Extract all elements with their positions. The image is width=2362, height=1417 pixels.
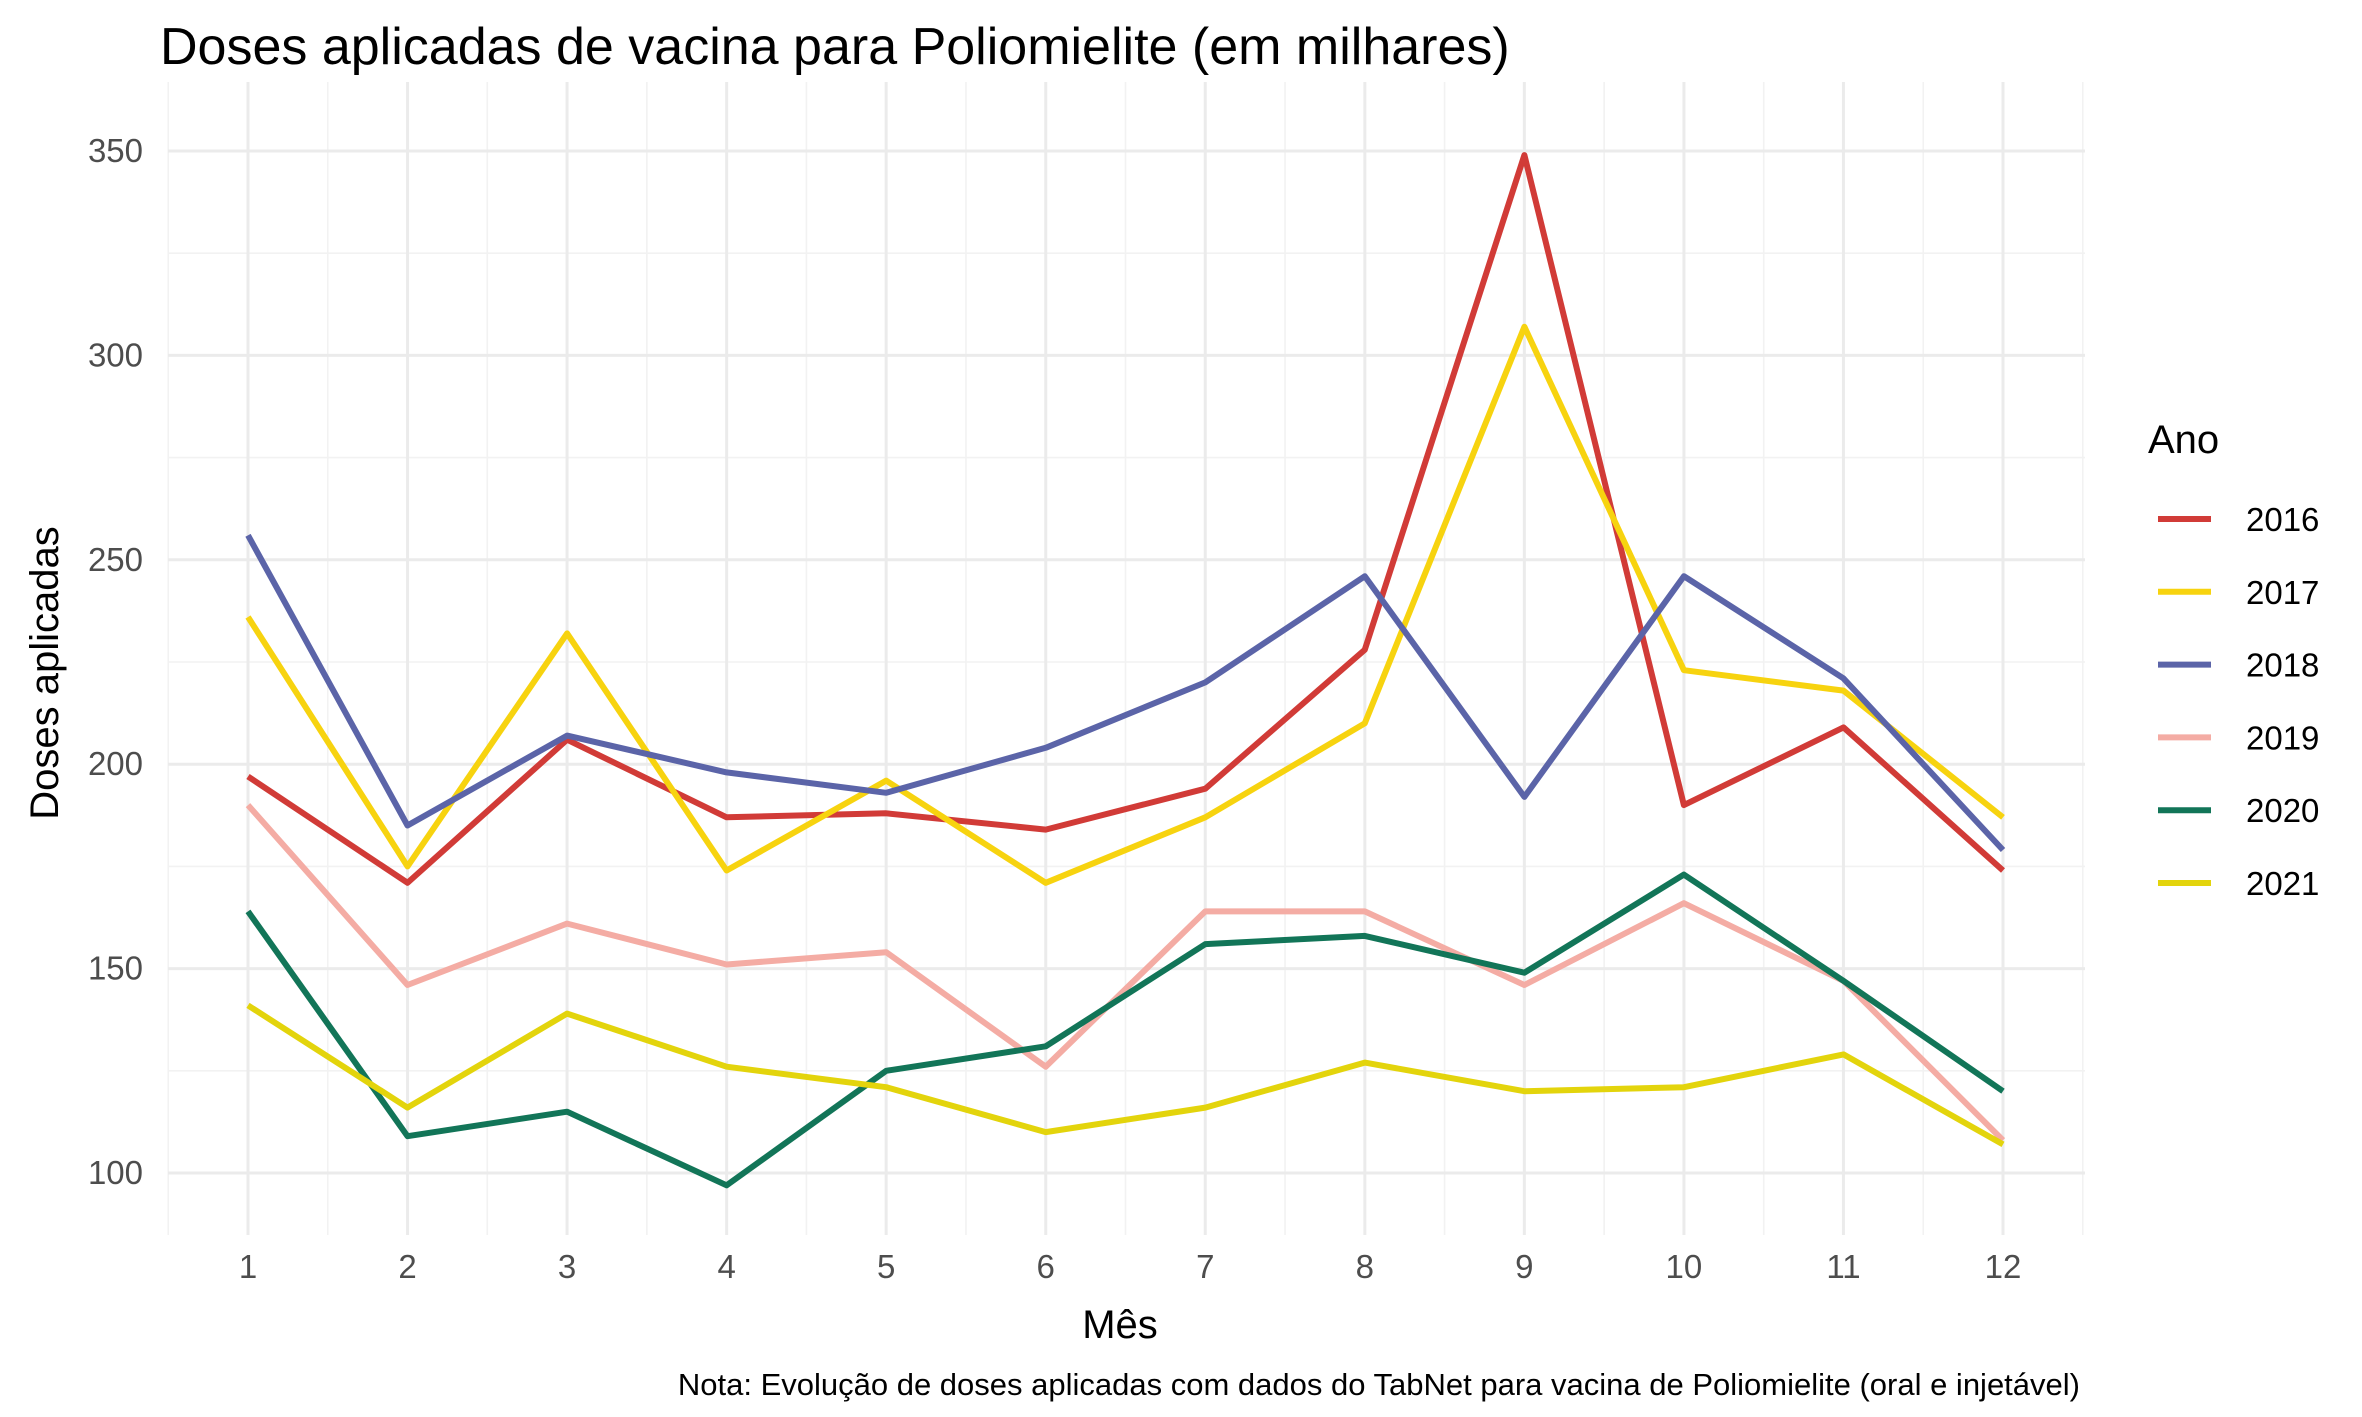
- x-tick-label: 11: [1826, 1248, 1860, 1285]
- legend-label-2019: 2019: [2246, 719, 2319, 756]
- x-tick-label: 8: [1356, 1248, 1374, 1285]
- legend-label-2016: 2016: [2246, 501, 2319, 538]
- x-tick-label: 1: [239, 1248, 257, 1285]
- y-axis-title: Doses aplicadas: [23, 526, 67, 820]
- y-tick-label: 150: [88, 950, 143, 987]
- series-line-2020: [245, 871, 2005, 1189]
- x-tick-label: 12: [1985, 1248, 2022, 1285]
- series-line-2019: [245, 803, 2006, 1143]
- series-lines: [245, 152, 2006, 1189]
- y-tick-label: 300: [88, 336, 143, 373]
- x-tick-label: 4: [717, 1248, 735, 1285]
- series-line-2018: [245, 533, 2006, 853]
- chart-caption: Nota: Evolução de doses aplicadas com da…: [678, 1367, 2080, 1402]
- legend-label-2017: 2017: [2246, 574, 2319, 611]
- x-tick-label: 6: [1037, 1248, 1055, 1285]
- grid-major: [168, 82, 2085, 1235]
- series-line-2021: [246, 1002, 2005, 1148]
- legend-label-2021: 2021: [2246, 865, 2319, 902]
- x-tick-label: 2: [398, 1248, 416, 1285]
- y-tick-label: 200: [88, 745, 143, 782]
- y-tick-label: 350: [88, 132, 143, 169]
- series-line-2017: [245, 323, 2005, 886]
- x-tick-label: 9: [1515, 1248, 1533, 1285]
- x-tick-label: 3: [558, 1248, 576, 1285]
- x-tick-label: 10: [1666, 1248, 1703, 1285]
- x-axis-ticks: 1 2 3 4 5 6 7 8 9 10 11 12: [239, 1248, 2022, 1285]
- legend-label-2020: 2020: [2246, 792, 2319, 829]
- legend: Ano 2016 2017 2018 2019 2020 2021: [2148, 418, 2319, 902]
- x-tick-label: 7: [1196, 1248, 1214, 1285]
- grid-minor: [167, 82, 2085, 1235]
- y-tick-label: 250: [88, 541, 143, 578]
- y-tick-label: 100: [88, 1154, 143, 1191]
- legend-label-2018: 2018: [2246, 647, 2319, 684]
- x-tick-label: 5: [877, 1248, 895, 1285]
- y-axis-ticks: 100 150 200 250 300 350: [88, 132, 143, 1191]
- x-axis-title: Mês: [1082, 1303, 1158, 1347]
- series-line-2016: [246, 152, 2006, 886]
- chart-title: Doses aplicadas de vacina para Poliomiel…: [160, 18, 1510, 76]
- legend-title: Ano: [2148, 418, 2219, 462]
